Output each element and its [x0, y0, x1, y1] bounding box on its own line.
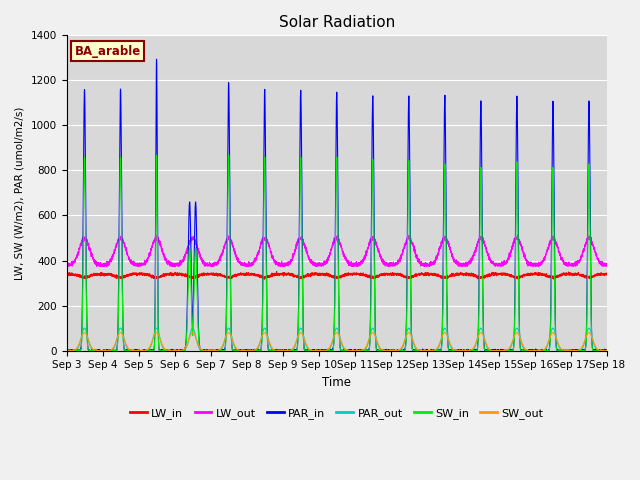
PAR_out: [428, 348, 436, 353]
PAR_out: [81, 325, 88, 331]
SW_in: [225, 152, 232, 158]
SW_in: [63, 348, 70, 353]
Title: Solar Radiation: Solar Radiation: [278, 15, 395, 30]
Line: LW_in: LW_in: [67, 272, 607, 279]
LW_in: [458, 271, 466, 276]
LW_in: [489, 271, 497, 277]
PAR_in: [153, 56, 161, 62]
PAR_in: [602, 348, 610, 353]
SW_in: [428, 348, 436, 353]
SW_out: [458, 348, 466, 353]
LW_in: [63, 270, 70, 276]
LW_out: [63, 261, 70, 267]
Line: SW_out: SW_out: [67, 333, 607, 350]
PAR_in: [317, 348, 324, 353]
PAR_out: [458, 348, 466, 353]
LW_out: [428, 261, 436, 267]
PAR_out: [160, 346, 168, 352]
PAR_out: [603, 348, 611, 353]
Line: PAR_in: PAR_in: [67, 59, 607, 350]
SW_out: [428, 348, 436, 353]
LW_in: [603, 271, 611, 276]
LW_out: [458, 264, 466, 269]
SW_out: [603, 348, 611, 353]
LW_in: [428, 271, 436, 276]
SW_in: [160, 348, 168, 353]
SW_in: [603, 348, 611, 353]
PAR_in: [63, 348, 70, 353]
SW_out: [488, 348, 496, 353]
LW_out: [603, 264, 611, 269]
Line: SW_in: SW_in: [67, 155, 607, 350]
LW_in: [260, 276, 268, 282]
PAR_in: [488, 347, 496, 352]
PAR_out: [63, 348, 70, 353]
LW_out: [317, 261, 324, 267]
PAR_in: [603, 348, 611, 353]
LW_in: [317, 270, 324, 276]
PAR_out: [488, 348, 496, 353]
PAR_out: [317, 348, 324, 353]
X-axis label: Time: Time: [322, 376, 351, 389]
PAR_in: [160, 348, 168, 353]
Legend: LW_in, LW_out, PAR_in, PAR_out, SW_in, SW_out: LW_in, LW_out, PAR_in, PAR_out, SW_in, S…: [126, 404, 548, 423]
SW_in: [603, 348, 611, 353]
PAR_in: [458, 348, 466, 353]
Line: LW_out: LW_out: [67, 235, 607, 266]
LW_out: [488, 261, 496, 266]
LW_in: [603, 270, 611, 276]
SW_out: [81, 330, 88, 336]
LW_out: [64, 264, 72, 269]
SW_in: [317, 348, 324, 353]
LW_out: [514, 232, 522, 238]
PAR_out: [602, 348, 610, 353]
Y-axis label: LW, SW (W/m2), PAR (umol/m2/s): LW, SW (W/m2), PAR (umol/m2/s): [15, 106, 25, 280]
LW_in: [160, 272, 168, 278]
LW_out: [160, 251, 168, 256]
Text: BA_arable: BA_arable: [75, 45, 141, 58]
Line: PAR_out: PAR_out: [67, 328, 607, 350]
SW_in: [135, 348, 143, 353]
SW_out: [63, 348, 70, 353]
SW_out: [317, 348, 324, 353]
LW_in: [273, 269, 280, 275]
PAR_in: [428, 347, 436, 353]
SW_out: [602, 348, 610, 353]
SW_in: [489, 348, 497, 353]
SW_in: [458, 348, 466, 353]
SW_out: [160, 345, 168, 350]
LW_out: [603, 262, 611, 267]
